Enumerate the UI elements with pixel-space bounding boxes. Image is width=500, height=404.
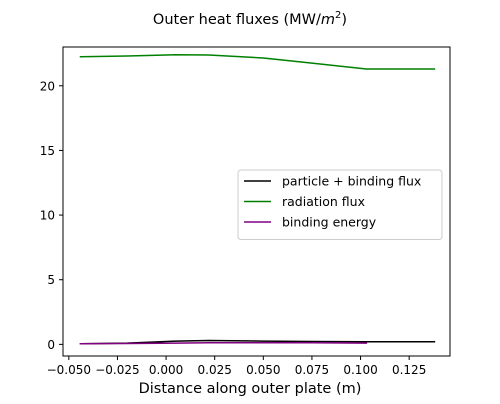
legend-label-2: binding energy <box>282 215 377 230</box>
legend-label-0: particle + binding flux <box>282 174 421 189</box>
x-tick-label: −0.025 <box>95 363 139 377</box>
y-tick-label: 10 <box>40 209 55 223</box>
y-tick-label: 15 <box>40 144 55 158</box>
x-tick-label: 0.050 <box>246 363 280 377</box>
x-tick-label: 0.025 <box>198 363 232 377</box>
chart-title-tail: ) <box>341 12 347 28</box>
x-tick-label: 0.125 <box>392 363 426 377</box>
y-tick-label: 5 <box>47 273 55 287</box>
x-tick-label: 0.000 <box>149 363 183 377</box>
x-tick-label: 0.075 <box>295 363 329 377</box>
y-tick-label: 0 <box>47 338 55 352</box>
chart-title: Outer heat fluxes (MW/m2) <box>153 10 347 28</box>
x-axis-label: Distance along outer plate (m) <box>139 381 362 397</box>
chart-title-base: Outer heat fluxes (MW/ <box>153 12 321 28</box>
legend: particle + binding flux radiation flux bin… <box>237 169 443 240</box>
series-line-1 <box>79 54 436 70</box>
axes-frame <box>62 46 451 357</box>
y-axis-ticks: 0 5 10 15 20 <box>40 79 63 352</box>
series-line-2 <box>79 342 368 345</box>
chart-title-var: m <box>321 12 335 28</box>
chart-title-sup: 2 <box>335 10 341 21</box>
legend-box <box>237 169 443 240</box>
x-tick-label: −0.050 <box>47 363 91 377</box>
x-axis-ticks: −0.050 −0.025 0.000 0.025 0.050 0.075 0.100 0.1… <box>47 356 426 377</box>
x-tick-label: 0.100 <box>343 363 377 377</box>
legend-label-1: radiation flux <box>282 194 365 209</box>
plot-area <box>79 54 436 345</box>
y-tick-label: 20 <box>40 79 55 93</box>
